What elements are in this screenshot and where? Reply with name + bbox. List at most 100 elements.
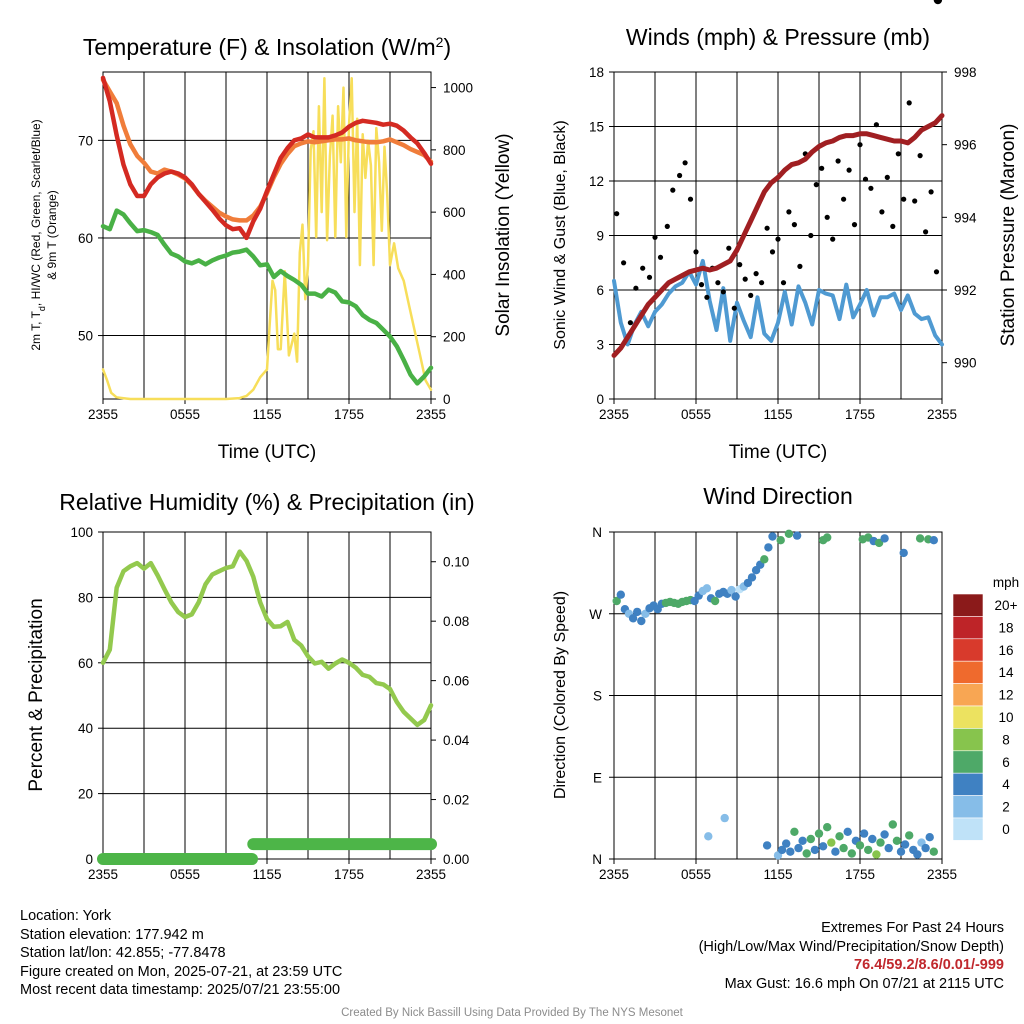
direction-point bbox=[760, 555, 769, 564]
colorbar-swatch bbox=[952, 616, 984, 640]
colorbar-label: 4 bbox=[1002, 777, 1010, 792]
gust-point bbox=[830, 236, 836, 242]
gust-point bbox=[687, 196, 694, 202]
rh-ytick-right-label: 0.06 bbox=[443, 674, 469, 689]
gust-point bbox=[704, 294, 710, 300]
direction-ylabel-left: Direction (Colored By Speed) bbox=[552, 591, 569, 799]
wind-xtick-label: 0555 bbox=[681, 407, 711, 422]
gust-point bbox=[726, 245, 732, 251]
pressure-line bbox=[611, 113, 945, 358]
direction-xtick-label: 2355 bbox=[927, 867, 957, 882]
gust-point bbox=[621, 260, 627, 266]
humidity-ylabel-left: Percent & Precipitation bbox=[26, 598, 47, 791]
temperature-ylabel-left-line2: & 9m T (Orange) bbox=[45, 190, 59, 280]
direction-point bbox=[884, 843, 893, 853]
direction-point bbox=[790, 827, 799, 836]
temp-xtick-label: 1155 bbox=[252, 407, 281, 422]
direction-point bbox=[818, 842, 828, 851]
temp-xtick-label: 0555 bbox=[170, 407, 200, 422]
direction-ytick-label: N bbox=[592, 852, 602, 867]
direction-ytick-label: E bbox=[593, 770, 602, 785]
gust-point bbox=[664, 223, 670, 229]
figure-created: Figure created on Mon, 2025-07-21, at 23… bbox=[20, 963, 343, 980]
direction-point bbox=[762, 841, 772, 850]
direction-point bbox=[637, 616, 646, 626]
gust-point bbox=[698, 282, 705, 288]
dewpoint-line bbox=[100, 208, 434, 386]
direction-point bbox=[847, 849, 856, 858]
direction-point bbox=[913, 850, 922, 859]
extremes-info: Extremes For Past 24 Hours (High/Low/Max… bbox=[699, 919, 1004, 993]
t2m-line bbox=[100, 75, 434, 241]
direction-point bbox=[905, 831, 914, 840]
gust-point bbox=[775, 236, 781, 242]
wind-ytick-left-label: 12 bbox=[589, 174, 604, 189]
direction-point bbox=[925, 833, 934, 842]
gust-point bbox=[715, 280, 721, 286]
temp-ytick-right-label: 1000 bbox=[443, 81, 473, 96]
winds-ylabel-right: Station Pressure (Maroon) bbox=[998, 124, 1019, 347]
direction-point bbox=[798, 836, 807, 845]
temp-xtick-label: 1755 bbox=[334, 407, 364, 422]
colorbar-title: mph bbox=[993, 575, 1019, 590]
gust-point bbox=[753, 271, 759, 277]
gust-point bbox=[873, 122, 880, 128]
direction-point bbox=[747, 573, 757, 582]
colorbar-swatch bbox=[952, 660, 984, 684]
temp-ytick-left-label: 50 bbox=[78, 329, 93, 344]
max-gust: Max Gust: 16.6 mph On 07/21 at 2115 UTC bbox=[724, 975, 1004, 992]
gust-point bbox=[868, 185, 874, 191]
gust-point bbox=[841, 196, 847, 202]
temp-ytick-left-label: 60 bbox=[78, 231, 93, 246]
gust-point bbox=[640, 265, 646, 271]
direction-point bbox=[764, 543, 773, 552]
temp-ytick-right-label: 200 bbox=[443, 330, 466, 345]
direction-point bbox=[929, 536, 938, 545]
gust-point bbox=[933, 269, 940, 275]
gust-point bbox=[835, 158, 841, 164]
direction-point bbox=[900, 840, 910, 849]
colorbar-label: 12 bbox=[998, 688, 1013, 703]
direction-point bbox=[835, 832, 844, 841]
temperature-title: Temperature (F) & Insolation (W/m2) bbox=[83, 34, 451, 60]
direction-point bbox=[839, 843, 848, 853]
gust-point bbox=[742, 276, 748, 282]
winds-ylabel-left: Sonic Wind & Gust (Blue, Black) bbox=[552, 120, 569, 349]
direction-xtick-label: 2355 bbox=[599, 867, 629, 882]
wind-xtick-label: 1155 bbox=[763, 407, 792, 422]
wind-ytick-left-label: 9 bbox=[596, 229, 604, 244]
direction-point bbox=[792, 531, 802, 540]
rh-ytick-right-label: 0.00 bbox=[443, 852, 469, 867]
gust-point bbox=[846, 167, 852, 173]
station-latlon: Station lat/lon: 42.855; -77.8478 bbox=[20, 945, 226, 961]
gust-point bbox=[737, 262, 743, 268]
rh-plot-area bbox=[102, 531, 432, 864]
colorbar-swatch bbox=[952, 772, 984, 796]
direction-point bbox=[823, 823, 832, 832]
gust-point bbox=[813, 182, 819, 188]
direction-point bbox=[768, 532, 777, 541]
rh-ytick-right-label: 0.02 bbox=[443, 793, 469, 808]
rh-ytick-left-label: 0 bbox=[85, 852, 93, 867]
rh-xtick-label: 2355 bbox=[416, 867, 446, 882]
direction-point bbox=[855, 841, 865, 850]
temperature-ylabel-right: Solar Insolation (Yellow) bbox=[493, 133, 514, 336]
gust-point bbox=[682, 160, 688, 166]
gust-point bbox=[614, 211, 620, 217]
colorbar-label: 2 bbox=[1002, 800, 1010, 815]
direction-point bbox=[899, 548, 908, 558]
direction-point bbox=[702, 584, 712, 593]
direction-point bbox=[776, 536, 785, 545]
direction-point bbox=[777, 845, 787, 855]
rh-ytick-right-label: 0.08 bbox=[443, 614, 469, 629]
direction-xtick-label: 1755 bbox=[845, 867, 875, 882]
gust-point bbox=[731, 305, 737, 311]
wind-ytick-left-label: 15 bbox=[589, 120, 604, 135]
gust-point bbox=[720, 289, 726, 295]
credit-line: Created By Nick Bassill Using Data Provi… bbox=[341, 1007, 683, 1019]
colorbar-swatch bbox=[952, 638, 984, 662]
direction-point bbox=[831, 847, 840, 856]
rh-ytick-right-label: 0.10 bbox=[443, 555, 469, 570]
direction-ytick-label: N bbox=[592, 525, 602, 540]
temperature-xlabel: Time (UTC) bbox=[218, 442, 317, 463]
